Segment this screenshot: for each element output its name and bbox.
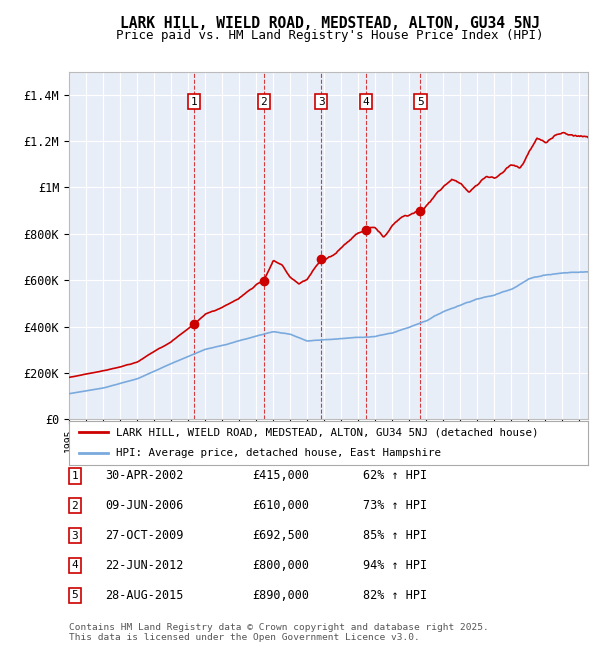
Text: 1: 1: [71, 471, 79, 481]
Text: 4: 4: [71, 560, 79, 571]
Text: £610,000: £610,000: [252, 499, 309, 512]
Text: 2: 2: [260, 97, 267, 107]
Text: LARK HILL, WIELD ROAD, MEDSTEAD, ALTON, GU34 5NJ: LARK HILL, WIELD ROAD, MEDSTEAD, ALTON, …: [120, 16, 540, 31]
Text: 82% ↑ HPI: 82% ↑ HPI: [363, 589, 427, 602]
Text: 28-AUG-2015: 28-AUG-2015: [105, 589, 184, 602]
Text: £800,000: £800,000: [252, 559, 309, 572]
Text: Price paid vs. HM Land Registry's House Price Index (HPI): Price paid vs. HM Land Registry's House …: [116, 29, 544, 42]
Text: 2: 2: [71, 500, 79, 511]
Text: Contains HM Land Registry data © Crown copyright and database right 2025.
This d: Contains HM Land Registry data © Crown c…: [69, 623, 489, 642]
Text: 94% ↑ HPI: 94% ↑ HPI: [363, 559, 427, 572]
Text: £692,500: £692,500: [252, 529, 309, 542]
Text: 22-JUN-2012: 22-JUN-2012: [105, 559, 184, 572]
Text: 73% ↑ HPI: 73% ↑ HPI: [363, 499, 427, 512]
Text: 62% ↑ HPI: 62% ↑ HPI: [363, 469, 427, 482]
Text: 4: 4: [363, 97, 370, 107]
Text: £890,000: £890,000: [252, 589, 309, 602]
Text: 3: 3: [318, 97, 325, 107]
Text: £415,000: £415,000: [252, 469, 309, 482]
Text: 5: 5: [417, 97, 424, 107]
Text: 3: 3: [71, 530, 79, 541]
Text: 09-JUN-2006: 09-JUN-2006: [105, 499, 184, 512]
Text: HPI: Average price, detached house, East Hampshire: HPI: Average price, detached house, East…: [116, 448, 441, 458]
Text: 1: 1: [190, 97, 197, 107]
Text: 85% ↑ HPI: 85% ↑ HPI: [363, 529, 427, 542]
Text: 27-OCT-2009: 27-OCT-2009: [105, 529, 184, 542]
Text: LARK HILL, WIELD ROAD, MEDSTEAD, ALTON, GU34 5NJ (detached house): LARK HILL, WIELD ROAD, MEDSTEAD, ALTON, …: [116, 428, 538, 437]
Text: 30-APR-2002: 30-APR-2002: [105, 469, 184, 482]
Text: 5: 5: [71, 590, 79, 601]
